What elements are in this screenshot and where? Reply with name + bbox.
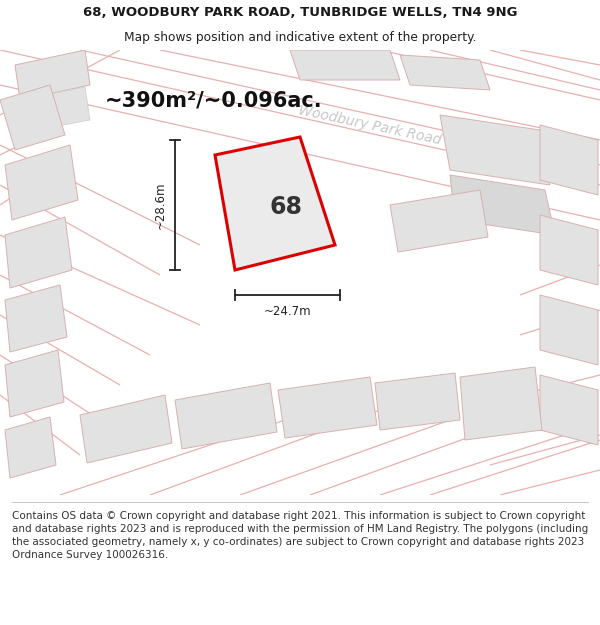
Polygon shape [290, 50, 400, 80]
Polygon shape [278, 377, 377, 438]
Polygon shape [460, 367, 542, 440]
Polygon shape [5, 417, 56, 478]
Text: Contains OS data © Crown copyright and database right 2021. This information is : Contains OS data © Crown copyright and d… [12, 511, 588, 560]
Text: ~28.6m: ~28.6m [154, 181, 167, 229]
Polygon shape [540, 215, 598, 285]
Polygon shape [0, 85, 65, 150]
Polygon shape [5, 350, 64, 417]
Polygon shape [540, 125, 598, 195]
Polygon shape [215, 137, 335, 270]
Text: ~24.7m: ~24.7m [263, 305, 311, 318]
Polygon shape [540, 375, 598, 445]
Polygon shape [375, 373, 460, 430]
Polygon shape [20, 87, 90, 133]
Polygon shape [80, 395, 172, 463]
Polygon shape [440, 115, 550, 185]
Text: Woodbury Park Road: Woodbury Park Road [297, 103, 443, 147]
Text: 68, WOODBURY PARK ROAD, TUNBRIDGE WELLS, TN4 9NG: 68, WOODBURY PARK ROAD, TUNBRIDGE WELLS,… [83, 6, 517, 19]
Text: ~390m²/~0.096ac.: ~390m²/~0.096ac. [105, 90, 323, 110]
Polygon shape [400, 55, 490, 90]
Polygon shape [540, 295, 598, 365]
Polygon shape [5, 145, 78, 220]
Polygon shape [5, 217, 72, 288]
Polygon shape [390, 190, 488, 252]
Polygon shape [450, 175, 555, 235]
Polygon shape [5, 285, 67, 352]
Text: 68: 68 [270, 195, 303, 219]
Text: Map shows position and indicative extent of the property.: Map shows position and indicative extent… [124, 31, 476, 44]
Polygon shape [15, 50, 90, 100]
Polygon shape [175, 383, 277, 449]
